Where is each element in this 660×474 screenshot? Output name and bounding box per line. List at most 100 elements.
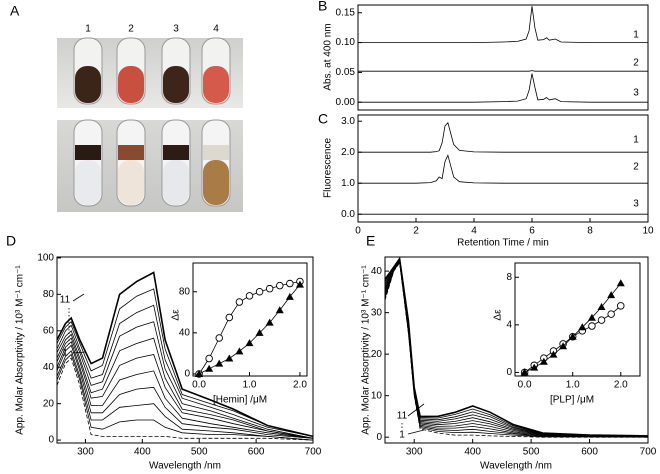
- marker: [255, 328, 264, 336]
- marker: [285, 292, 294, 300]
- x-tick-label: 4: [471, 226, 477, 237]
- marker: [578, 323, 587, 331]
- x-tick-label: 8: [587, 226, 593, 237]
- marker: [549, 350, 558, 358]
- y-tick-label: 0.00: [336, 97, 356, 108]
- series-line: [56, 350, 314, 441]
- marker: [539, 357, 548, 365]
- y-tick-label: 20: [43, 398, 55, 409]
- x-tick-label: 500: [523, 447, 540, 458]
- marker: [235, 298, 244, 306]
- chart: 0 4 8 0.0 1.0 2.0 Δε [PLP] /μM: [493, 262, 641, 406]
- series-line: [56, 304, 314, 437]
- x-tick-label: 500: [191, 447, 208, 458]
- marker: [275, 306, 284, 314]
- series-line: [358, 73, 648, 103]
- plot-frame: [514, 262, 641, 377]
- series-line: [56, 271, 314, 438]
- x-axis-label: Wavelength /nm: [480, 461, 552, 472]
- y-tick-label: 0: [184, 369, 190, 380]
- series-label: 1: [62, 348, 68, 359]
- y-tick-label: 0.0: [341, 209, 355, 220]
- x-tick-label: 700: [305, 447, 322, 458]
- tube-label: 3: [173, 24, 179, 35]
- marker: [225, 313, 234, 322]
- y-tick-label: 80: [179, 286, 191, 297]
- series-label: 3: [633, 88, 639, 99]
- y-axis-label: App. Molar Absorptivity / 10³ M⁻¹ cm⁻¹: [361, 265, 372, 435]
- series-label: 3: [633, 199, 639, 210]
- series-label: 1: [633, 135, 639, 146]
- panel-label: A: [10, 3, 20, 19]
- x-tick-label: 0: [355, 226, 361, 237]
- marker: [530, 363, 539, 371]
- plot-frame: [357, 4, 649, 111]
- marker: [597, 316, 606, 324]
- series-line: [358, 122, 648, 153]
- x-tick-label: 300: [77, 447, 94, 458]
- y-tick-label: 3.0: [341, 116, 355, 127]
- marker: [205, 354, 213, 363]
- x-tick-label: 600: [581, 447, 598, 458]
- marker: [616, 279, 625, 287]
- series-line: [56, 337, 314, 439]
- y-tick-label: 0: [376, 432, 382, 443]
- x-tick-label: 1.0: [566, 380, 580, 391]
- marker: [520, 368, 529, 376]
- y-tick-label: 40: [179, 327, 191, 338]
- chart: 0.0 1.0 2.0 3.0 0 2 4 6 8 10 Fluorescence Retention…: [323, 114, 654, 249]
- marker: [286, 279, 294, 288]
- x-tick-label: 0.0: [518, 380, 532, 391]
- tube-label: 4: [213, 24, 219, 35]
- tubes-bottom: [73, 119, 231, 207]
- marker: [607, 310, 615, 318]
- x-axis-label: [Hemin] /μM: [213, 395, 267, 406]
- series-line: [56, 288, 314, 437]
- marker: [568, 332, 577, 340]
- plot-frame: [384, 256, 649, 444]
- y-axis-label: App. Molar Absorptivity / 10³ M⁻¹ cm⁻¹: [15, 265, 26, 435]
- marker: [276, 281, 284, 290]
- series-label: 2: [633, 162, 639, 173]
- marker: [225, 354, 234, 362]
- series-line: [56, 344, 314, 439]
- y-tick-label: 0.10: [336, 37, 356, 48]
- photo: 1 2 3 4: [57, 24, 243, 212]
- marker: [235, 347, 244, 355]
- y-tick-label: 60: [43, 325, 55, 336]
- plot-frame: [357, 114, 649, 223]
- y-tick-label: 0.15: [336, 7, 356, 18]
- series-label: 2: [633, 58, 639, 69]
- series-label: 11: [397, 411, 408, 422]
- tube-label: 1: [85, 24, 91, 35]
- y-tick-label: 40: [43, 362, 55, 373]
- x-tick-label: 1.0: [243, 380, 257, 391]
- x-tick-label: 2: [413, 226, 419, 237]
- marker: [205, 364, 214, 372]
- y-tick-label: 4: [506, 319, 512, 330]
- y-tick-label: 100: [37, 253, 54, 264]
- y-tick-label: 8: [506, 272, 512, 283]
- marker: [588, 322, 596, 330]
- x-tick-label: 700: [640, 447, 657, 458]
- marker: [295, 280, 304, 288]
- series-line: [56, 340, 314, 439]
- panel-label: B: [318, 0, 327, 14]
- y-tick-label: 30: [371, 307, 383, 318]
- series-label: 11: [60, 295, 71, 306]
- series-line: [56, 321, 314, 439]
- series-line: [358, 6, 648, 43]
- y-tick-label: 0.05: [336, 67, 356, 78]
- y-tick-label: 0: [506, 367, 512, 378]
- x-tick-label: 2.0: [614, 380, 628, 391]
- y-tick-label: 0: [48, 435, 54, 446]
- y-tick-label: 10: [371, 390, 383, 401]
- x-axis-label: Wavelength /nm: [149, 461, 221, 472]
- y-axis-label: Abs. at 400 nm: [323, 23, 334, 90]
- panel-label: C: [318, 111, 328, 127]
